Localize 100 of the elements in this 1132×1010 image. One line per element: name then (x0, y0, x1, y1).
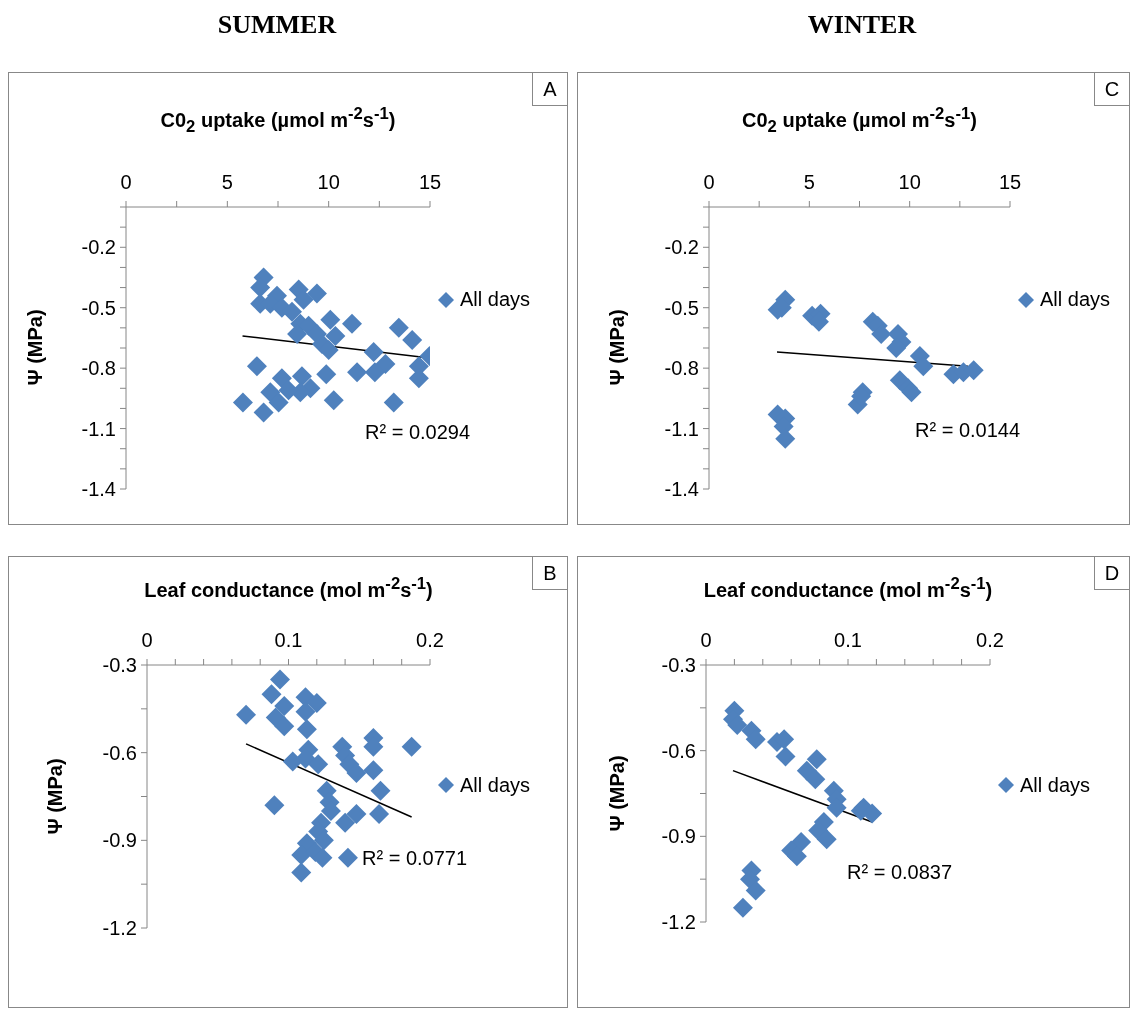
y-tick-label: -0.6 (102, 741, 137, 764)
y-tick-label: -0.3 (102, 654, 137, 677)
point (816, 829, 837, 850)
legend-label: All days (460, 773, 531, 797)
point (370, 780, 391, 801)
text: B (532, 556, 568, 590)
point (337, 847, 358, 868)
point (806, 749, 827, 770)
annotation: R² = 0.0294 (365, 421, 471, 444)
legend-label: All days (1020, 773, 1091, 797)
point (246, 356, 267, 377)
text: A (532, 72, 568, 106)
y-tick-label: -0.8 (81, 357, 116, 380)
annotation: R² = 0.0771 (362, 847, 468, 870)
point (335, 812, 356, 833)
point (775, 746, 796, 767)
x-tick-label: 10 (317, 171, 340, 193)
point (369, 804, 390, 825)
y-tick-label: -1.1 (81, 417, 116, 440)
point (274, 716, 295, 737)
point (388, 317, 409, 338)
x-tick-label: 0.1 (274, 629, 303, 651)
x-tick-label: 5 (221, 171, 233, 193)
point (323, 390, 344, 411)
legend-label: All days (1040, 288, 1111, 312)
text: C (1094, 72, 1130, 106)
y-tick-label: -1.1 (664, 417, 699, 440)
y-axis-title: Ψ (MPa) (43, 756, 67, 837)
point (383, 392, 404, 413)
y-tick-label: -1.2 (661, 911, 696, 934)
chart-title: WINTER (806, 10, 918, 40)
point (862, 803, 883, 824)
point (775, 428, 796, 449)
legend-label: All days (460, 288, 531, 312)
x-tick-label: 0 (141, 629, 153, 651)
y-axis-title: Ψ (MPa) (605, 753, 629, 834)
point (295, 701, 316, 722)
x-tick-label: 0 (700, 629, 712, 651)
point (346, 804, 367, 825)
point (264, 795, 285, 816)
point (253, 402, 274, 423)
y-tick-label: -1.4 (81, 478, 116, 501)
point (274, 695, 295, 716)
x-tick-label: 5 (803, 171, 815, 193)
x-tick-label: 0 (703, 171, 715, 193)
x-axis-title: Leaf conductance (mol m$^{-2}$s$^{-1}$) (702, 574, 994, 602)
point (270, 669, 291, 690)
point (313, 830, 334, 851)
y-axis-title: Ψ (MPa) (23, 308, 47, 388)
point (363, 760, 384, 781)
point (232, 392, 253, 413)
y-tick-label: -0.8 (664, 357, 699, 380)
x-tick-label: 0.2 (976, 629, 1004, 651)
y-tick-label: -0.3 (661, 654, 696, 677)
point (291, 862, 312, 883)
x-tick-label: 15 (418, 171, 442, 193)
point (346, 763, 367, 784)
point (306, 692, 327, 713)
point (271, 368, 292, 389)
x-tick-label: 15 (998, 171, 1022, 193)
point (325, 325, 346, 346)
point (291, 844, 312, 865)
x-tick-label: 10 (898, 171, 921, 193)
y-tick-label: -1.2 (102, 917, 137, 940)
x-axis-title: C0$_{2}$ uptake (µmol m$^{-2}$s$^{-1}$) (159, 104, 397, 137)
point (320, 309, 341, 330)
point (805, 769, 826, 790)
point (278, 380, 299, 401)
point (791, 832, 812, 853)
point (364, 362, 385, 383)
point (402, 329, 423, 350)
point (306, 283, 327, 304)
point (293, 289, 314, 310)
x-tick-label: 0.1 (834, 629, 862, 651)
y-tick-label: -0.5 (81, 296, 116, 319)
point (268, 392, 289, 413)
x-axis-title: C0$_{2}$ uptake (µmol m$^{-2}$s$^{-1}$) (741, 104, 978, 137)
text: D (1094, 556, 1130, 590)
y-tick-label: -0.5 (664, 296, 699, 319)
point (745, 729, 766, 750)
point (375, 354, 396, 375)
point (732, 897, 753, 918)
point (296, 719, 317, 740)
point (291, 366, 312, 387)
x-tick-label: 0.2 (416, 629, 444, 651)
annotation: R² = 0.0837 (847, 861, 953, 884)
point (316, 364, 337, 385)
y-tick-label: -0.2 (664, 236, 699, 259)
y-tick-label: -1.4 (664, 478, 699, 501)
point (913, 356, 934, 377)
x-tick-label: 0 (120, 171, 132, 193)
point (347, 362, 368, 383)
point (308, 754, 329, 775)
x-axis-title: Leaf conductance (mol m$^{-2}$s$^{-1}$) (143, 574, 434, 602)
annotation: R² = 0.0144 (915, 419, 1021, 442)
y-tick-label: -0.9 (102, 829, 137, 852)
point (401, 736, 422, 757)
point (236, 704, 257, 725)
y-tick-label: -0.9 (661, 825, 696, 848)
y-tick-label: -0.6 (661, 739, 696, 762)
